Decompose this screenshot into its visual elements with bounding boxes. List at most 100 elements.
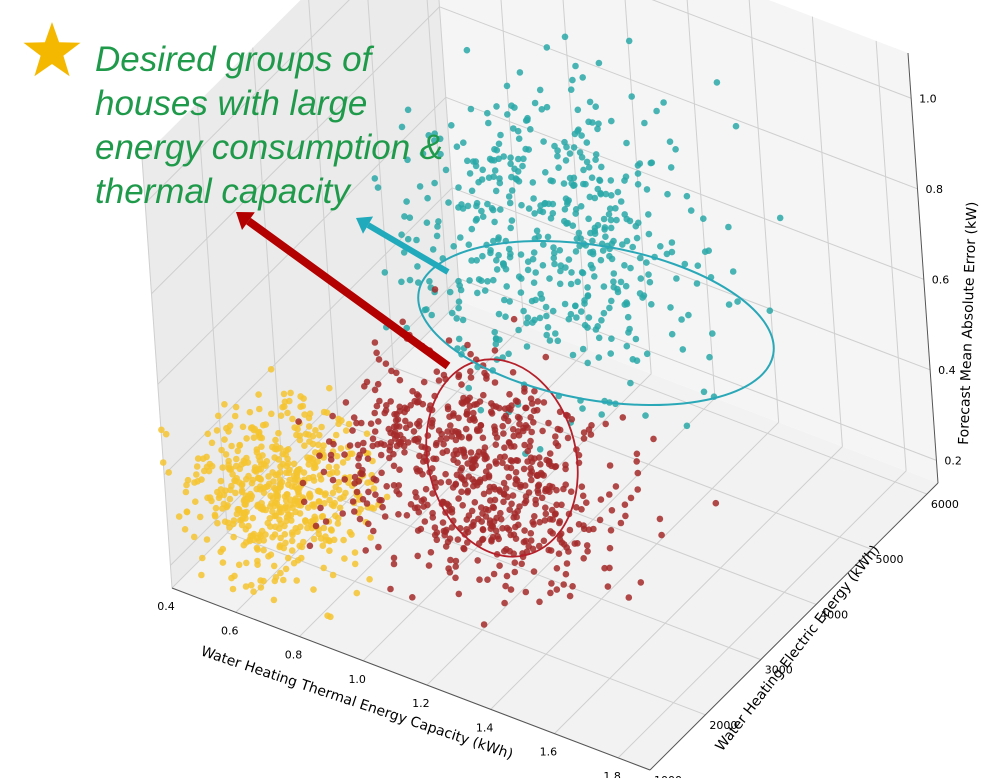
data-point <box>475 276 483 283</box>
data-point <box>354 441 362 449</box>
data-point <box>395 490 403 498</box>
data-point <box>369 435 377 443</box>
grid-line-x-floor <box>426 397 716 686</box>
data-point <box>776 214 784 222</box>
data-point <box>490 276 497 284</box>
data-point <box>597 190 605 198</box>
data-point <box>507 586 515 593</box>
data-point <box>371 428 379 435</box>
data-point <box>515 273 523 281</box>
data-point <box>305 461 313 468</box>
data-point <box>400 435 407 443</box>
data-point <box>556 247 564 254</box>
grid-line-y-floor <box>393 366 872 550</box>
data-point <box>192 498 199 506</box>
data-point <box>437 150 444 158</box>
y-axis-line <box>649 482 939 771</box>
data-point <box>523 343 531 350</box>
data-point <box>517 251 525 258</box>
data-point <box>643 259 650 266</box>
data-point <box>500 430 507 437</box>
data-point <box>268 410 275 418</box>
data-point <box>555 550 563 557</box>
data-point <box>528 476 535 484</box>
left-wall-pane <box>142 0 460 588</box>
data-point <box>634 486 641 493</box>
data-point <box>316 452 323 460</box>
data-point <box>558 501 565 509</box>
data-point <box>231 572 238 580</box>
data-point <box>378 469 385 477</box>
data-point <box>619 241 626 248</box>
data-point <box>530 249 538 256</box>
data-point <box>541 200 548 208</box>
data-point <box>321 500 328 507</box>
data-point <box>590 525 597 533</box>
data-point <box>601 224 609 231</box>
data-point <box>479 526 487 533</box>
data-point <box>656 515 664 523</box>
data-point <box>687 207 695 214</box>
data-point <box>594 221 602 229</box>
data-point <box>459 502 467 509</box>
data-point <box>429 465 436 472</box>
data-point <box>281 403 288 410</box>
data-point <box>435 218 442 225</box>
data-point <box>505 404 512 412</box>
data-point <box>515 326 522 334</box>
data-point <box>538 494 546 502</box>
data-point <box>181 526 189 533</box>
data-point <box>463 408 471 415</box>
data-point <box>289 531 296 539</box>
data-point <box>228 442 235 450</box>
data-point <box>552 439 560 447</box>
data-point <box>550 254 558 262</box>
x-tick-label: 1.8 <box>603 770 621 778</box>
data-point <box>544 233 552 241</box>
data-point <box>226 466 233 473</box>
data-point <box>211 511 219 519</box>
grid-line-x-floor <box>554 446 843 734</box>
y-tick-label: 3000 <box>765 664 793 677</box>
data-point <box>429 514 437 521</box>
data-point <box>565 256 573 263</box>
data-point <box>585 314 593 321</box>
data-point <box>490 518 498 525</box>
data-point <box>295 418 302 425</box>
data-point <box>729 268 737 275</box>
data-point <box>532 496 539 504</box>
data-point <box>249 532 257 539</box>
data-point <box>550 244 557 251</box>
data-point <box>529 255 537 263</box>
data-point <box>235 561 243 569</box>
data-point <box>363 500 371 507</box>
data-point <box>572 248 580 255</box>
data-point <box>218 446 225 454</box>
data-point <box>496 453 504 461</box>
data-point <box>346 528 354 536</box>
data-point <box>420 503 428 510</box>
data-point <box>501 599 508 607</box>
data-point <box>382 407 390 414</box>
data-point <box>578 483 586 491</box>
data-point <box>664 190 671 198</box>
data-point <box>518 560 525 568</box>
data-point <box>449 484 457 491</box>
data-point <box>548 580 555 587</box>
data-point <box>579 405 586 412</box>
data-point <box>580 555 587 562</box>
red-arrow-shaft <box>246 217 451 370</box>
x-tick-label: 1.4 <box>476 721 494 734</box>
data-point <box>271 454 279 461</box>
data-point <box>474 427 481 435</box>
data-point <box>231 412 239 420</box>
data-point <box>520 155 527 163</box>
data-point <box>561 33 569 41</box>
data-point <box>537 290 544 298</box>
data-point <box>330 440 337 448</box>
grid-line-x-wall <box>811 16 843 447</box>
data-point <box>365 488 372 496</box>
data-point <box>528 297 536 305</box>
data-point <box>683 192 691 200</box>
data-point <box>557 262 565 269</box>
